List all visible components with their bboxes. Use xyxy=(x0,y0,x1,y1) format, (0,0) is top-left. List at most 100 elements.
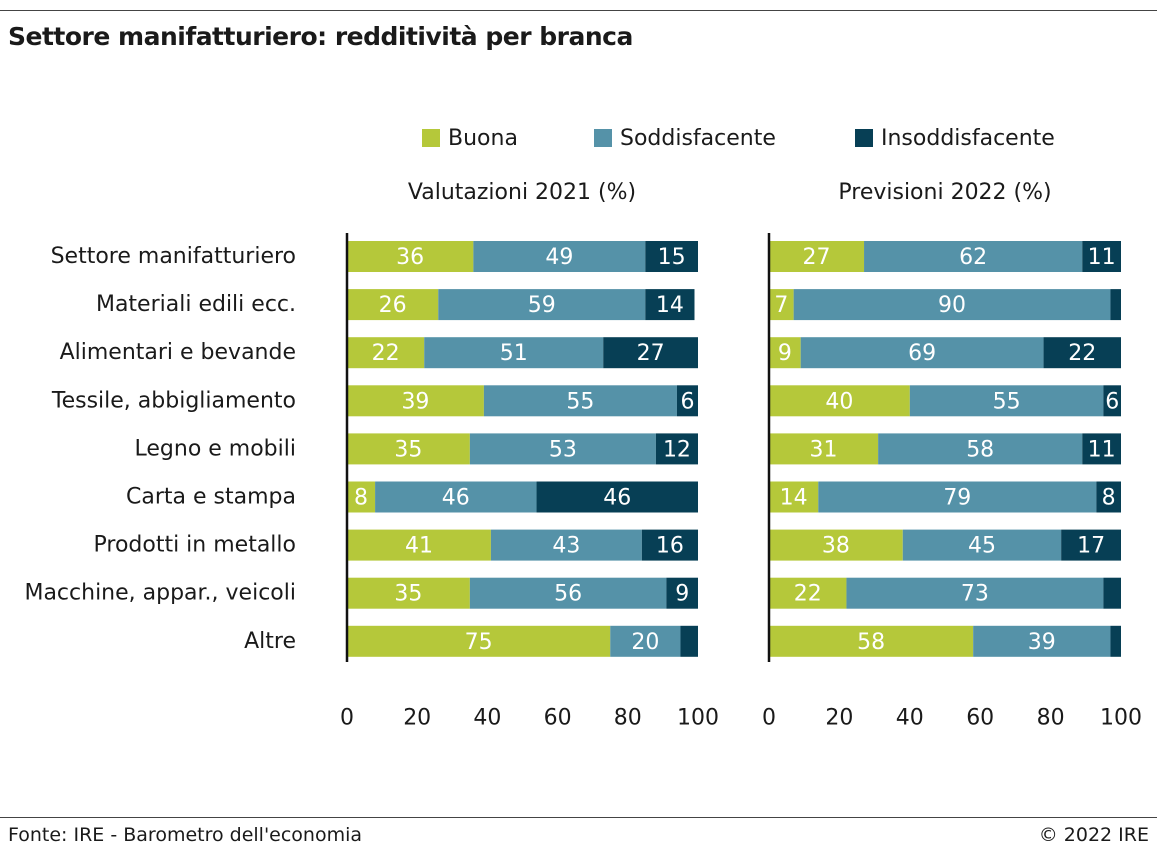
bar-buona xyxy=(347,529,491,561)
category-label: Materiali edili ecc. xyxy=(96,292,296,317)
data-label: 14 xyxy=(780,486,808,511)
data-label: 15 xyxy=(658,245,686,270)
legend-swatch-buona xyxy=(422,129,440,147)
category-label: Carta e stampa xyxy=(126,485,296,510)
panel-2021: 36 49 15 26 59 14 22 51 27 39 55 6 35 53 12 8 46 46 41 43 16… xyxy=(340,233,719,731)
data-label: 39 xyxy=(1028,630,1056,655)
x-tick-label: 40 xyxy=(896,706,924,731)
data-label: 17 xyxy=(1077,534,1105,559)
top-rule xyxy=(0,10,1157,11)
bar-buona xyxy=(347,577,470,609)
bar-buona xyxy=(769,433,879,465)
bar-soddisfacente xyxy=(909,385,1104,417)
data-label: 14 xyxy=(656,293,684,318)
legend-label-insoddisfacente: Insoddisfacente xyxy=(881,125,1055,151)
legend-swatch-insoddisfacente xyxy=(855,129,873,147)
bar-soddisfacente xyxy=(878,433,1083,465)
data-label: 35 xyxy=(394,582,422,607)
data-label: 22 xyxy=(372,341,400,366)
bar-insoddisfacente xyxy=(645,289,695,321)
data-label: 43 xyxy=(552,534,580,559)
legend-item-soddisfacente: Soddisfacente xyxy=(594,118,776,158)
data-label: 11 xyxy=(1088,245,1116,270)
bar-insoddisfacente xyxy=(680,625,698,657)
bar-buona xyxy=(347,625,611,657)
data-label: 11 xyxy=(1088,437,1116,462)
panel-title-2022: Previsioni 2022 (%) xyxy=(838,180,1052,205)
bar-insoddisfacente xyxy=(1110,289,1121,321)
category-label: Prodotti in metallo xyxy=(94,533,297,558)
bar-insoddisfacente xyxy=(603,337,698,369)
bar-buona xyxy=(347,289,439,321)
bar-insoddisfacente xyxy=(1043,337,1121,369)
bar-soddisfacente xyxy=(902,529,1062,561)
data-label: 9 xyxy=(675,582,689,607)
data-label: 36 xyxy=(396,245,424,270)
data-label: 56 xyxy=(554,582,582,607)
bar-buona xyxy=(769,337,801,369)
data-label: 22 xyxy=(794,582,822,607)
bar-soddisfacente xyxy=(846,577,1104,609)
bar-insoddisfacente xyxy=(1103,577,1121,609)
data-label: 51 xyxy=(500,341,528,366)
bar-insoddisfacente xyxy=(641,529,698,561)
bar-soddisfacente xyxy=(438,289,646,321)
legend-label-soddisfacente: Soddisfacente xyxy=(620,125,776,151)
data-label: 12 xyxy=(663,437,691,462)
source-note: Fonte: IRE - Barometro dell'economia xyxy=(8,824,363,846)
data-label: 79 xyxy=(943,486,971,511)
bar-buona xyxy=(769,481,819,513)
chart-plot-area: Settore manifatturiero Materiali edili ec… xyxy=(24,233,1142,731)
data-label: 38 xyxy=(822,534,850,559)
bar-soddisfacente xyxy=(483,385,677,417)
data-label: 20 xyxy=(631,630,659,655)
data-label: 75 xyxy=(465,630,493,655)
x-tick-label: 80 xyxy=(614,706,642,731)
data-label: 8 xyxy=(1102,486,1116,511)
legend-item-insoddisfacente: Insoddisfacente xyxy=(855,118,1055,158)
data-label: 62 xyxy=(959,245,987,270)
data-label: 6 xyxy=(1105,389,1119,414)
category-label: Settore manifatturiero xyxy=(51,244,296,269)
bar-buona xyxy=(347,337,425,369)
bar-buona xyxy=(347,241,474,272)
data-label: 39 xyxy=(401,389,429,414)
x-tick-label: 60 xyxy=(544,706,572,731)
bar-buona xyxy=(769,385,910,417)
legend-swatch-soddisfacente xyxy=(594,129,612,147)
bar-insoddisfacente xyxy=(1082,241,1121,272)
data-label: 16 xyxy=(656,534,684,559)
bar-buona xyxy=(347,433,470,465)
data-label: 8 xyxy=(354,486,368,511)
x-tick-label: 20 xyxy=(825,706,853,731)
bar-soddisfacente xyxy=(469,577,667,609)
bar-buona xyxy=(769,625,974,657)
bar-buona xyxy=(769,289,794,321)
x-tick-label: 80 xyxy=(1037,706,1065,731)
bar-soddisfacente xyxy=(473,241,646,272)
bar-insoddisfacente xyxy=(536,481,698,513)
bar-insoddisfacente xyxy=(666,577,698,609)
bar-soddisfacente xyxy=(469,433,656,465)
data-label: 45 xyxy=(968,534,996,559)
data-label: 55 xyxy=(566,389,594,414)
category-label: Altre xyxy=(244,629,296,654)
bar-insoddisfacente xyxy=(1061,529,1121,561)
data-label: 27 xyxy=(803,245,831,270)
legend-label-buona: Buona xyxy=(448,125,518,151)
bar-insoddisfacente xyxy=(1096,481,1121,513)
bar-soddisfacente xyxy=(610,625,681,657)
bar-soddisfacente xyxy=(864,241,1083,272)
bar-insoddisfacente xyxy=(655,433,698,465)
data-label: 26 xyxy=(379,293,407,318)
data-label: 41 xyxy=(405,534,433,559)
data-label: 69 xyxy=(908,341,936,366)
x-tick-label: 40 xyxy=(473,706,501,731)
legend-item-buona: Buona xyxy=(422,118,518,158)
data-label: 40 xyxy=(825,389,853,414)
bar-buona xyxy=(769,529,903,561)
bar-buona xyxy=(347,481,376,513)
category-label: Macchine, appar., veicoli xyxy=(24,581,296,606)
data-label: 59 xyxy=(528,293,556,318)
data-label: 22 xyxy=(1068,341,1096,366)
